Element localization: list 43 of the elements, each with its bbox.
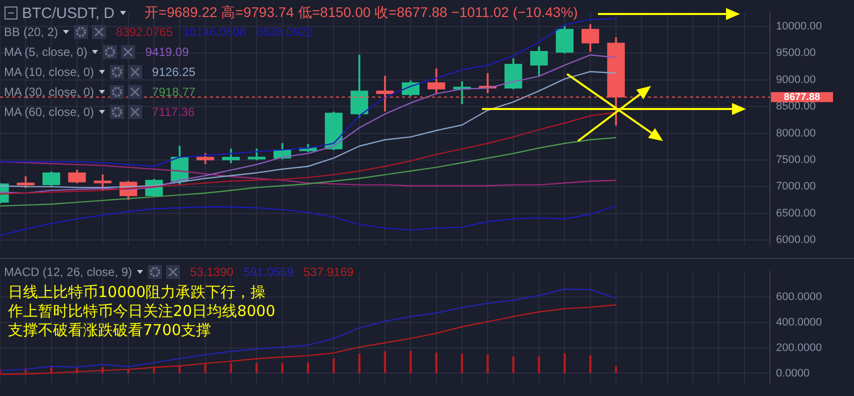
y-tick-label: 6000.00 xyxy=(776,234,816,246)
candlestick xyxy=(68,170,86,184)
bar xyxy=(614,366,618,374)
bar xyxy=(460,354,464,374)
candlestick xyxy=(248,148,266,160)
bar xyxy=(564,353,566,374)
bar xyxy=(538,356,540,374)
y-tick-label: 7500.00 xyxy=(776,154,816,166)
bar xyxy=(410,351,412,374)
annotation: 开=9689.22 高=9793.74 低=8150.00 收=8677.88 −1011.02 (−10.43%) xyxy=(144,4,578,22)
y-tick-label: 8500.00 xyxy=(776,100,816,113)
y-tick-label: 0.0000 xyxy=(776,367,810,380)
bar xyxy=(486,354,489,374)
y-tick-label: 7000.00 xyxy=(776,180,816,193)
ref-line-label: 8677.88 xyxy=(784,92,821,103)
text: MA (10, close, 0) 9126.25 xyxy=(4,65,196,79)
text: MA (30, close, 0) 7918.77 xyxy=(4,85,196,99)
candlestick xyxy=(16,176,34,188)
candlestick xyxy=(222,148,240,164)
y-tick-label: 9500.00 xyxy=(776,47,816,60)
bar xyxy=(332,358,335,374)
y-tick-label: 9000.00 xyxy=(776,74,816,86)
annotation: 日线上比特币10000阻力承跌下行，操作上暂时比特币今日关注20日均线8000支撑不破看涨跌破看7700支撑 xyxy=(8,283,276,340)
bar xyxy=(435,352,438,374)
bar xyxy=(256,363,258,374)
text: MACD (12, 26, close, 9) 53.1390 591.0559 537.9169 xyxy=(4,265,354,279)
y-tick-label: 6500.00 xyxy=(776,207,816,220)
y-tick-label: 200.0000 xyxy=(776,342,822,354)
candlestick xyxy=(530,46,548,76)
y-tick-label: 400.0000 xyxy=(776,316,822,328)
y-tick-label: 8000.00 xyxy=(776,127,816,140)
text: BB (20, 2) 8392.0765 10146.0608 6638.0922 xyxy=(4,25,313,39)
y-tick-label: 10000.00 xyxy=(776,20,822,33)
bar xyxy=(358,354,360,374)
bar xyxy=(306,362,310,374)
text: MA (60, close, 0) 7117.36 xyxy=(4,105,195,119)
chart-title: BTC/USDT, D xyxy=(22,4,115,22)
bar xyxy=(589,355,592,374)
bar xyxy=(281,363,284,374)
text: MA (5, close, 0) 9419.09 xyxy=(4,45,189,59)
y-tick-label: 600.0000 xyxy=(776,291,822,304)
bar xyxy=(384,351,386,374)
bar xyxy=(512,356,514,374)
